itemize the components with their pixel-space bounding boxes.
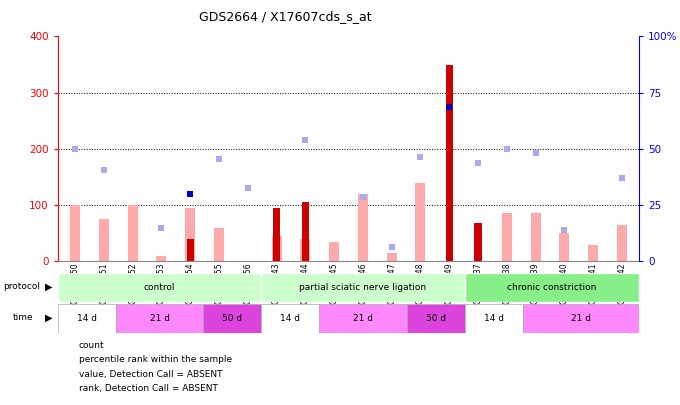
Bar [99, 219, 109, 261]
Bar [116, 304, 203, 333]
Text: 50 d: 50 d [222, 314, 242, 323]
Point [300, 137, 311, 144]
Point [242, 185, 253, 192]
Bar [261, 273, 465, 302]
Bar [301, 239, 310, 261]
Text: 14 d: 14 d [77, 314, 97, 323]
Text: 14 d: 14 d [484, 314, 504, 323]
Point [69, 145, 80, 152]
Bar [156, 256, 167, 261]
Bar [58, 36, 262, 261]
Bar [560, 233, 569, 261]
Bar [261, 304, 320, 333]
Text: 50 d: 50 d [426, 314, 446, 323]
Text: count: count [79, 341, 105, 350]
Bar [588, 245, 598, 261]
Bar [302, 202, 309, 261]
Point [214, 156, 224, 162]
Point [530, 150, 541, 157]
Point [99, 167, 109, 173]
Bar [407, 304, 465, 333]
Bar [186, 239, 194, 261]
Bar [70, 205, 80, 261]
Point [473, 160, 483, 166]
Point [156, 224, 167, 231]
Text: GDS2664 / X17607cds_s_at: GDS2664 / X17607cds_s_at [199, 10, 372, 23]
Text: 21 d: 21 d [571, 314, 591, 323]
Text: partial sciatic nerve ligation: partial sciatic nerve ligation [299, 283, 426, 292]
Point [415, 154, 426, 160]
Text: 21 d: 21 d [150, 314, 169, 323]
Bar [530, 213, 541, 261]
Bar [320, 304, 407, 333]
Bar [465, 304, 523, 333]
Bar [502, 213, 512, 261]
Text: 21 d: 21 d [353, 314, 373, 323]
Text: time: time [12, 313, 33, 322]
Point [617, 175, 628, 181]
Bar [185, 208, 195, 261]
Point [444, 103, 455, 110]
Text: ▶: ▶ [45, 282, 52, 292]
Text: protocol: protocol [3, 282, 40, 291]
Bar [617, 225, 627, 261]
Bar [523, 304, 639, 333]
Bar [271, 236, 282, 261]
Bar [415, 183, 426, 261]
Text: control: control [143, 283, 175, 292]
Text: chronic constriction: chronic constriction [507, 283, 596, 292]
Text: rank, Detection Call = ABSENT: rank, Detection Call = ABSENT [79, 384, 218, 393]
Bar [273, 208, 280, 261]
Bar [203, 304, 261, 333]
Bar [214, 228, 224, 261]
Text: ▶: ▶ [45, 313, 52, 323]
Bar [387, 253, 396, 261]
Bar [128, 205, 137, 261]
Bar [58, 304, 116, 333]
Text: percentile rank within the sample: percentile rank within the sample [79, 355, 232, 364]
Point [501, 145, 512, 152]
Point [386, 244, 397, 250]
Bar [475, 223, 481, 261]
Bar [58, 273, 261, 302]
Bar [329, 241, 339, 261]
Bar [465, 273, 639, 302]
Point [559, 227, 570, 234]
Bar [358, 194, 368, 261]
Text: value, Detection Call = ABSENT: value, Detection Call = ABSENT [79, 370, 222, 379]
Point [358, 193, 369, 200]
Bar [445, 64, 453, 261]
Point [185, 191, 196, 197]
Text: 14 d: 14 d [280, 314, 301, 323]
